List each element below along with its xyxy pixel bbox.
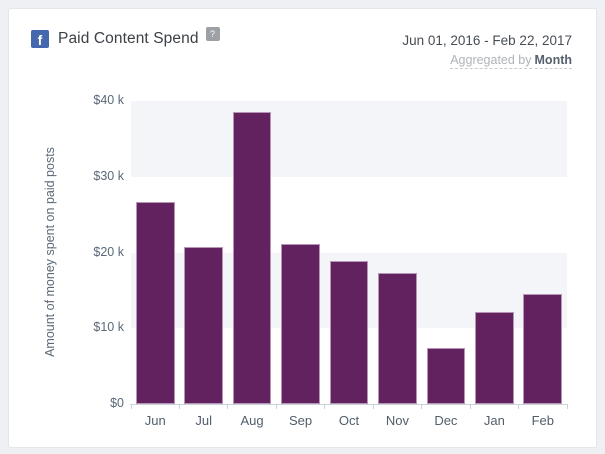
x-axis-tick: [372, 405, 374, 409]
x-label-feb: Feb: [531, 413, 554, 428]
grid-band: [131, 101, 567, 177]
bar-nov[interactable]: [378, 272, 417, 404]
bar-jun[interactable]: [135, 201, 175, 404]
bar-jan[interactable]: [474, 312, 514, 404]
x-label-jan: Jan: [483, 413, 505, 428]
x-axis-tick: [130, 405, 132, 409]
x-axis-tick: [469, 405, 471, 409]
x-label-jul: Jul: [195, 413, 212, 428]
y-tick-label: $0: [110, 396, 124, 410]
aggregation-line: Aggregated by Month: [402, 53, 572, 69]
bar-jul[interactable]: [184, 247, 224, 404]
y-tick-label: $10 k: [93, 320, 124, 335]
x-axis-tick: [566, 405, 568, 409]
paid-content-spend-card: f Paid Content Spend ? Jun 01, 2016 - Fe…: [8, 8, 597, 448]
bar-sep[interactable]: [281, 244, 320, 404]
bar-aug[interactable]: [232, 111, 272, 404]
help-icon[interactable]: ?: [205, 27, 220, 41]
x-axis-tick: [324, 405, 326, 409]
x-label-jun: Jun: [144, 413, 166, 428]
facebook-icon: f: [31, 30, 49, 48]
card-title: Paid Content Spend: [58, 30, 199, 47]
y-tick-label: $20 k: [93, 244, 124, 259]
aggregated-by-label: Aggregated by: [450, 53, 532, 69]
x-axis-tick: [227, 405, 229, 409]
bar-feb[interactable]: [523, 294, 563, 404]
y-tick-label: $40 k: [93, 93, 124, 107]
x-axis-tick: [421, 405, 423, 409]
header-right: Jun 01, 2016 - Feb 22, 2017 Aggregated b…: [402, 33, 572, 69]
bar-dec[interactable]: [426, 347, 466, 404]
aggregation-month-selector[interactable]: Month: [534, 53, 572, 69]
x-label-aug: Aug: [240, 413, 264, 428]
date-range: Jun 01, 2016 - Feb 22, 2017: [402, 33, 572, 48]
x-axis-tick: [178, 405, 180, 409]
paid-content-spend-chart: Amount of money spent on paid posts $0 $1…: [9, 9, 598, 449]
x-axis-tick: [518, 405, 520, 409]
bar-oct[interactable]: [329, 260, 369, 404]
x-label-nov: Nov: [385, 413, 409, 428]
x-axis-tick: [275, 405, 277, 409]
y-tick-label: $30 k: [93, 168, 124, 183]
card-header: f Paid Content Spend ?: [31, 27, 220, 49]
x-label-dec: Dec: [434, 413, 458, 428]
x-label-oct: Oct: [338, 413, 360, 428]
x-label-sep: Sep: [288, 413, 313, 428]
x-axis-line: [130, 404, 568, 405]
